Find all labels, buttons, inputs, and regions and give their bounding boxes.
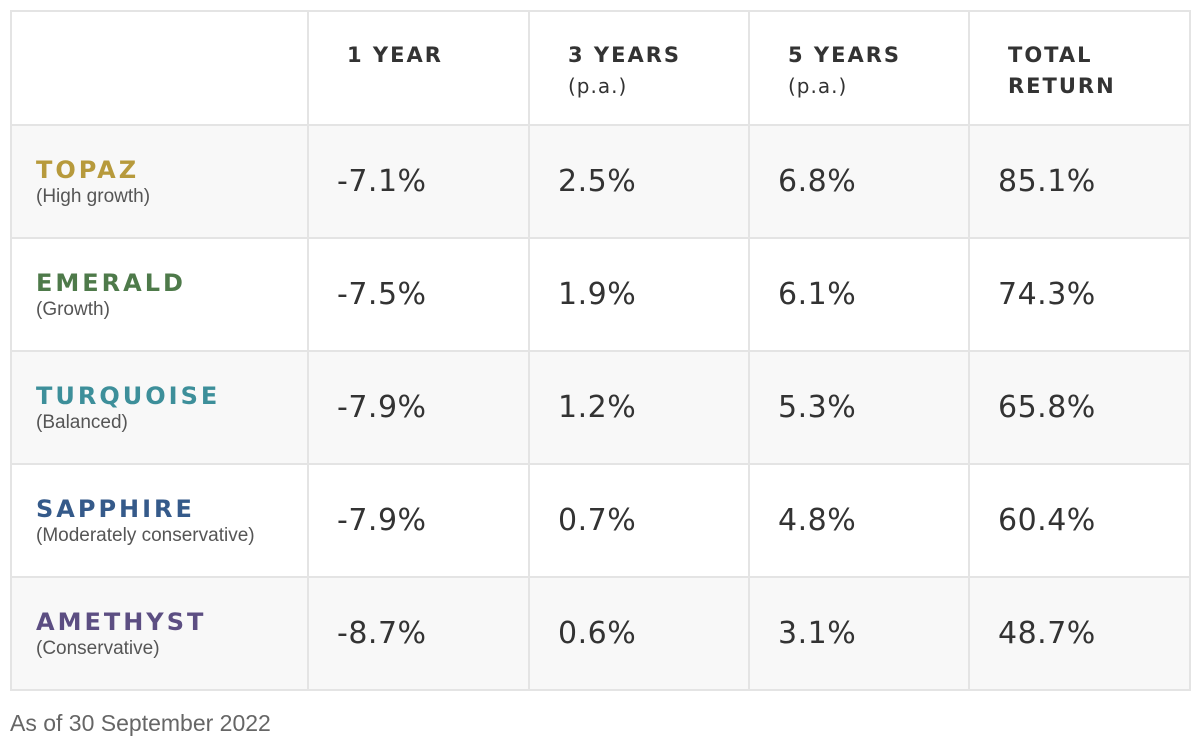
- table-row-emerald: EMERALD (Growth) -7.5% 1.9% 6.1% 74.3%: [10, 237, 1191, 352]
- value-3-years: 0.7%: [528, 463, 750, 578]
- header-row: 1 YEAR 3 YEARS (p.a.) 5 YEARS (p.a.) TOT…: [10, 10, 1191, 126]
- fund-description: (Growth): [36, 298, 110, 320]
- fund-cell: TOPAZ (High growth): [10, 124, 309, 239]
- header-label: 5 YEARS: [788, 43, 902, 67]
- fund-name: SAPPHIRE: [36, 494, 195, 523]
- table-row-sapphire: SAPPHIRE (Moderately conservative) -7.9%…: [10, 463, 1191, 578]
- fund-cell: SAPPHIRE (Moderately conservative): [10, 463, 309, 578]
- header-sub: (p.a.): [788, 74, 848, 98]
- fund-cell: EMERALD (Growth): [10, 237, 309, 352]
- value-5-years: 5.3%: [748, 350, 970, 465]
- table-row-amethyst: AMETHYST (Conservative) -8.7% 0.6% 3.1% …: [10, 576, 1191, 691]
- fund-description: (Balanced): [36, 411, 128, 433]
- fund-description: (Conservative): [36, 637, 160, 659]
- fund-name: TURQUOISE: [36, 381, 221, 410]
- value-1-year: -7.5%: [307, 237, 530, 352]
- header-total-return: TOTAL RETURN: [968, 10, 1191, 126]
- table-row-topaz: TOPAZ (High growth) -7.1% 2.5% 6.8% 85.1…: [10, 124, 1191, 239]
- value-total-return: 74.3%: [968, 237, 1191, 352]
- header-3-years: 3 YEARS (p.a.): [528, 10, 750, 126]
- fund-name: TOPAZ: [36, 155, 140, 184]
- fund-description: (High growth): [36, 185, 151, 207]
- value-3-years: 1.2%: [528, 350, 750, 465]
- header-sub: RETURN: [1008, 74, 1116, 98]
- value-1-year: -7.1%: [307, 124, 530, 239]
- value-total-return: 48.7%: [968, 576, 1191, 691]
- fund-cell: AMETHYST (Conservative): [10, 576, 309, 691]
- header-label: TOTAL: [1008, 43, 1093, 67]
- value-5-years: 6.1%: [748, 237, 970, 352]
- header-label: 1 YEAR: [347, 43, 443, 67]
- header-1-year: 1 YEAR: [307, 10, 530, 126]
- value-1-year: -8.7%: [307, 576, 530, 691]
- value-5-years: 4.8%: [748, 463, 970, 578]
- fund-cell: TURQUOISE (Balanced): [10, 350, 309, 465]
- value-total-return: 85.1%: [968, 124, 1191, 239]
- value-5-years: 6.8%: [748, 124, 970, 239]
- fund-name: AMETHYST: [36, 607, 207, 636]
- value-5-years: 3.1%: [748, 576, 970, 691]
- value-total-return: 65.8%: [968, 350, 1191, 465]
- header-5-years: 5 YEARS (p.a.): [748, 10, 970, 126]
- header-label: 3 YEARS: [568, 43, 682, 67]
- fund-name: EMERALD: [36, 268, 186, 297]
- header-fund: [10, 10, 309, 126]
- table-row-turquoise: TURQUOISE (Balanced) -7.9% 1.2% 5.3% 65.…: [10, 350, 1191, 465]
- as-of-footnote: As of 30 September 2022: [10, 710, 271, 736]
- returns-table: 1 YEAR 3 YEARS (p.a.) 5 YEARS (p.a.) TOT…: [10, 10, 1191, 691]
- value-3-years: 1.9%: [528, 237, 750, 352]
- value-3-years: 2.5%: [528, 124, 750, 239]
- value-1-year: -7.9%: [307, 350, 530, 465]
- value-total-return: 60.4%: [968, 463, 1191, 578]
- header-sub: (p.a.): [568, 74, 628, 98]
- fund-description: (Moderately conservative): [36, 524, 255, 546]
- value-3-years: 0.6%: [528, 576, 750, 691]
- value-1-year: -7.9%: [307, 463, 530, 578]
